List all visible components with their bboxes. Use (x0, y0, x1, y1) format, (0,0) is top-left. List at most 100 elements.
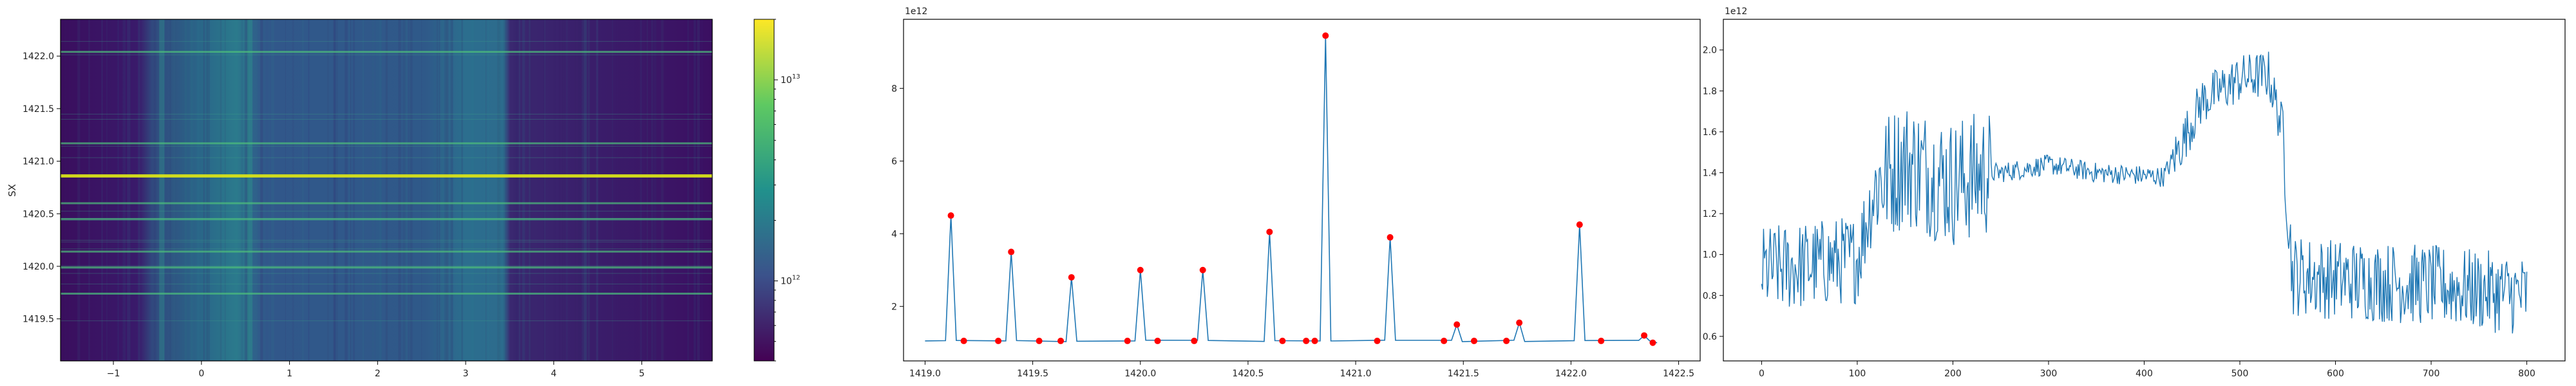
heatmap-column-streak (445, 19, 448, 361)
y-tick-label: 1.6 (1703, 127, 1717, 138)
heatmap-column-streak (516, 19, 518, 361)
x-tick-label: 200 (1944, 369, 1962, 379)
heatmap-column-streak (247, 19, 249, 361)
heatmap-column-streak (596, 19, 598, 361)
heatmap-column-streak (460, 19, 463, 361)
heatmap-column-streak (301, 19, 304, 361)
heatmap-column-streak (488, 19, 489, 361)
heatmap-column-streak (138, 19, 140, 361)
heatmap-column-streak (138, 19, 140, 361)
heatmap-column-streak (559, 19, 561, 361)
heatmap-column-streak (248, 19, 251, 361)
x-tick-label: 1422.5 (1663, 369, 1694, 379)
heatmap-column-streak (336, 19, 338, 361)
heatmap-column-streak (285, 19, 287, 361)
heatmap-frame (60, 19, 713, 362)
heatmap-column-streak (372, 19, 374, 361)
heatmap-column-streak (256, 19, 258, 361)
peaks-offset-label: 1e12 (905, 6, 927, 17)
peak-marker (1154, 337, 1161, 344)
y-tick-label: 2.0 (1703, 46, 1717, 56)
heatmap-panel: −1 0 1 2 3 4 5 1419.51420.01420.51421.01421.51… (6, 19, 800, 379)
heatmap-column-streak (436, 19, 439, 361)
y-tick-label: 1422.0 (23, 51, 54, 62)
heatmap-column-streak (647, 19, 648, 361)
heatmap-column-streak (515, 19, 519, 361)
heatmap-column-streak (385, 19, 388, 361)
heatmap-column-streak (503, 19, 506, 361)
heatmap-column-streak (292, 19, 294, 361)
x-tick-label: 1419.5 (1017, 369, 1048, 379)
heatmap-column-streak (169, 19, 171, 361)
heatmap-column-streak (544, 19, 545, 361)
heatmap-column-streak (696, 19, 697, 361)
heatmap-column-streak (579, 19, 582, 361)
x-tick-label: 1420.5 (1232, 369, 1264, 379)
heatmap-column-streak (345, 19, 348, 361)
heatmap-column-streak (101, 19, 103, 361)
peaks-line-panel: 1419.0 1419.5 1420.0 1420.5 1421.0 1421.5 1422… (891, 6, 1701, 379)
heatmap-faint-row (61, 145, 712, 147)
heatmap-column-streak (565, 19, 568, 361)
heatmap-column-streak (639, 19, 643, 361)
heatmap-bright-row (61, 250, 712, 253)
peak-marker (1387, 234, 1394, 241)
heatmap-column-streak (578, 19, 580, 361)
heatmap-column-streak (334, 19, 336, 361)
heatmap-column-streak (108, 19, 111, 361)
heatmap-faint-row (61, 218, 712, 219)
signal-y-axis: 0.6 0.8 1.0 1.2 1.4 1.6 1.8 2.0 (1703, 46, 1723, 342)
heatmap-column-streak (651, 19, 654, 361)
heatmap-column-streak (260, 19, 263, 361)
heatmap-bright-column (159, 19, 165, 361)
x-tick-label: 300 (2040, 369, 2058, 379)
peak-marker (1641, 332, 1648, 339)
heatmap-column-streak (522, 19, 526, 361)
peaks-series-line (925, 35, 1658, 344)
heatmap-column-streak (379, 19, 381, 361)
heatmap-column-streak (333, 19, 336, 361)
peaks-x-axis: 1419.0 1419.5 1420.0 1420.5 1421.0 1421.5 1422… (909, 361, 1694, 379)
colorbar: 1012 1013 (753, 19, 800, 362)
heatmap-column-streak (196, 19, 200, 361)
peak-marker (995, 337, 1002, 344)
heatmap-column-streak (225, 19, 229, 361)
heatmap-column-streak (543, 19, 544, 361)
signal-plot-frame (1723, 19, 2566, 362)
y-tick-label: 0.8 (1703, 291, 1717, 301)
x-tick-label: 800 (2518, 369, 2535, 379)
heatmap-column-streak (203, 19, 205, 361)
y-tick-label: 1.2 (1703, 209, 1717, 219)
heatmap-column-streak (184, 19, 187, 361)
heatmap-column-streak (245, 19, 248, 361)
heatmap-column-streak (202, 19, 204, 361)
heatmap-column-streak (694, 19, 697, 361)
heatmap-column-streak (450, 19, 453, 361)
heatmap-column-streak (585, 19, 588, 361)
heatmap-column-streak (262, 19, 265, 361)
heatmap-column-streak (451, 19, 453, 361)
y-tick-label: 8 (891, 84, 897, 94)
peak-marker (1191, 337, 1198, 344)
x-tick-label: 500 (2231, 369, 2249, 379)
heatmap-image (61, 19, 712, 361)
heatmap-faint-row (61, 219, 712, 221)
heatmap-column-streak (521, 19, 525, 361)
y-tick-label: 1.4 (1703, 168, 1717, 178)
heatmap-faint-row (61, 41, 712, 42)
heatmap-column-streak (697, 19, 700, 361)
y-tick-label: 1.0 (1703, 250, 1717, 261)
heatmap-column-streak (327, 19, 329, 361)
peak-marker (1279, 337, 1286, 344)
heatmap-column-streak (558, 19, 560, 361)
peak-marker (947, 212, 954, 219)
heatmap-bright-row (61, 266, 712, 269)
y-tick-label: 1420.5 (23, 209, 54, 219)
heatmap-column-streak (133, 19, 135, 361)
heatmap-column-streak (350, 19, 352, 361)
heatmap-faint-row (61, 293, 712, 295)
heatmap-column-streak (421, 19, 422, 361)
heatmap-column-streak (205, 19, 207, 361)
heatmap-column-streak (433, 19, 436, 361)
heatmap-column-streak (353, 19, 355, 361)
